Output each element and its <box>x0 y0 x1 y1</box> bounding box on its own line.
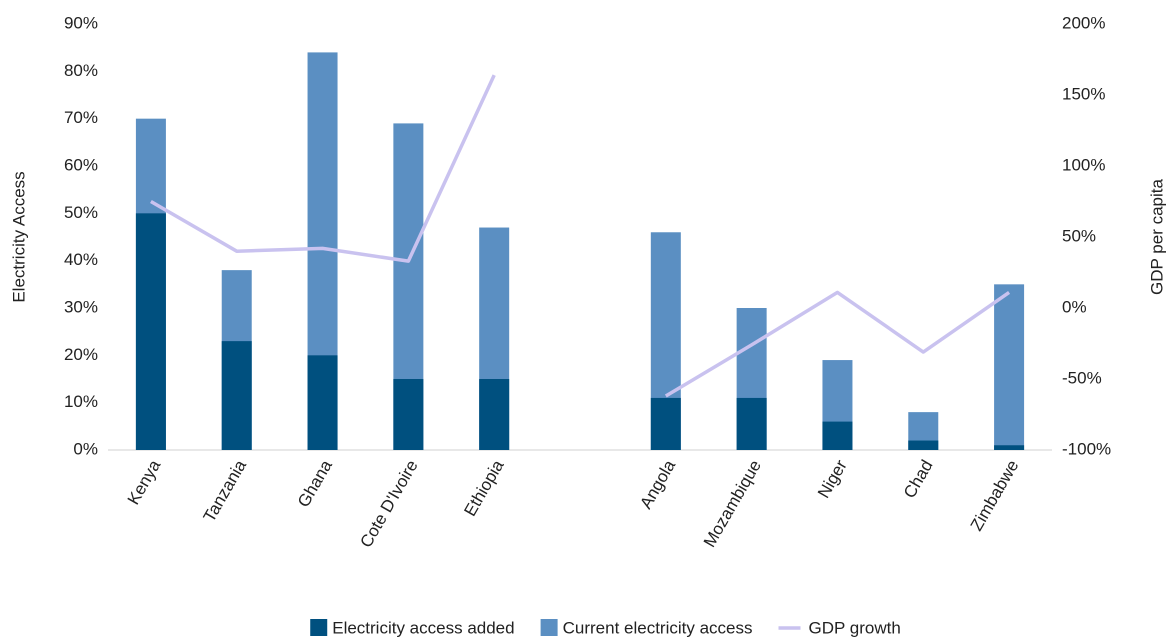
x-tick-label: Ghana <box>294 456 336 510</box>
x-tick-label: Mozambique <box>700 457 765 551</box>
legend-label: Current electricity access <box>563 618 753 637</box>
y2-tick-label: 100% <box>1062 155 1105 174</box>
bar <box>307 355 338 450</box>
y-tick-label: 80% <box>64 61 98 80</box>
legend-swatch <box>310 619 328 636</box>
legend-label: GDP growth <box>808 618 900 637</box>
y2-tick-label: -100% <box>1062 439 1111 458</box>
bar <box>221 341 252 450</box>
bar <box>393 379 424 450</box>
y2-axis-label: GDP per capita <box>1147 179 1166 295</box>
bar <box>736 397 767 450</box>
bar <box>822 421 853 450</box>
x-tick-label: Chad <box>900 457 937 502</box>
y2-tick-label: 50% <box>1062 226 1096 245</box>
y2-tick-label: 0% <box>1062 297 1087 316</box>
y-tick-label: 30% <box>64 297 98 316</box>
x-tick-label: Kenya <box>124 456 165 508</box>
x-tick-label: Angola <box>636 456 679 512</box>
x-tick-label: Cote D'Ivoire <box>356 457 421 551</box>
y-tick-label: 40% <box>64 250 98 269</box>
bar <box>908 440 939 450</box>
y2-tick-label: 150% <box>1062 84 1105 103</box>
bar <box>650 397 681 450</box>
y-tick-label: 20% <box>64 345 98 364</box>
y2-tick-label: -50% <box>1062 368 1102 387</box>
bar <box>135 213 166 450</box>
x-tick-label: Ethiopia <box>460 456 507 519</box>
y-tick-label: 10% <box>64 392 98 411</box>
bar <box>479 379 510 450</box>
y-tick-label: 50% <box>64 203 98 222</box>
x-tick-label: Zimbabwe <box>967 457 1023 534</box>
bar <box>994 284 1025 450</box>
y-tick-label: 0% <box>73 439 98 458</box>
legend: Electricity access added Current electric… <box>310 618 901 637</box>
x-tick-label: Niger <box>814 456 851 501</box>
line <box>150 74 1011 398</box>
y-tick-label: 70% <box>64 108 98 127</box>
y-axis-label: Electricity Access <box>9 171 28 302</box>
bar <box>994 445 1025 450</box>
y-tick-label: 90% <box>64 13 98 32</box>
x-tick-label: Tanzania <box>200 456 251 525</box>
legend-swatch <box>540 619 558 636</box>
legend-label: Electricity access added <box>332 618 514 637</box>
y2-tick-label: 200% <box>1062 13 1105 32</box>
y-tick-label: 60% <box>64 155 98 174</box>
